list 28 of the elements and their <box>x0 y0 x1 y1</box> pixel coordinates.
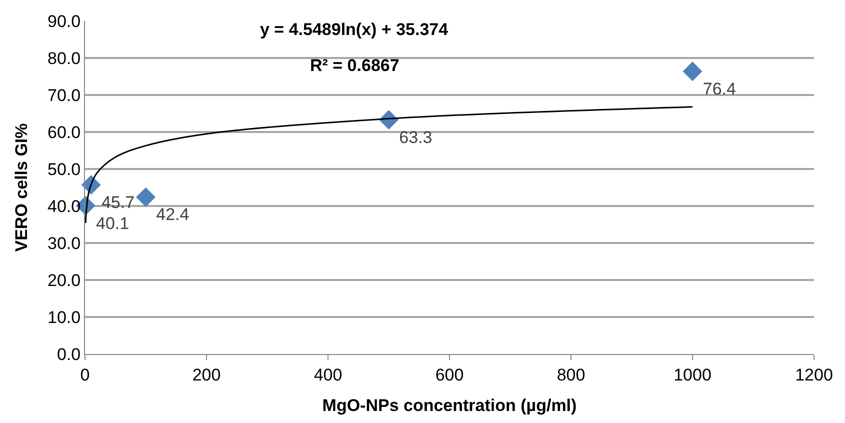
annotation: R² = 0.6867 <box>310 56 400 75</box>
data-label: 45.7 <box>101 193 135 212</box>
y-tick-label: 70.0 <box>48 86 81 105</box>
x-tick-label: 1200 <box>795 365 833 384</box>
y-tick-label: 30.0 <box>48 234 81 253</box>
y-tick-label: 80.0 <box>48 48 81 68</box>
x-tick-label: 400 <box>314 365 342 384</box>
x-axis-title: MgO-NPs concentration (µg/ml) <box>322 396 577 415</box>
y-tick-label: 50.0 <box>48 160 81 179</box>
annotation: y = 4.5489ln(x) + 35.374 <box>260 20 449 39</box>
data-label: 63.3 <box>399 128 432 147</box>
x-tick-label: 600 <box>435 365 464 384</box>
y-tick-label: 10.0 <box>48 308 81 327</box>
y-tick-label: 40.0 <box>48 196 81 216</box>
x-tick-label: 1000 <box>674 365 712 384</box>
y-axis-title: VERO cells GI% <box>12 123 32 252</box>
y-tick-label: 60.0 <box>48 122 81 142</box>
y-tick-label: 20.0 <box>48 270 81 290</box>
x-tick-label: 0 <box>80 365 90 384</box>
y-tick-label: 0.0 <box>56 344 81 364</box>
x-tick-label: 200 <box>192 365 221 384</box>
x-tick-label: 800 <box>556 365 586 384</box>
point <box>682 62 702 82</box>
y-tick-label: 90.0 <box>48 12 81 31</box>
point <box>136 187 156 207</box>
data-label: 42.4 <box>156 205 190 224</box>
data-label: 76.4 <box>702 79 736 98</box>
data-label: 40.1 <box>96 214 130 233</box>
